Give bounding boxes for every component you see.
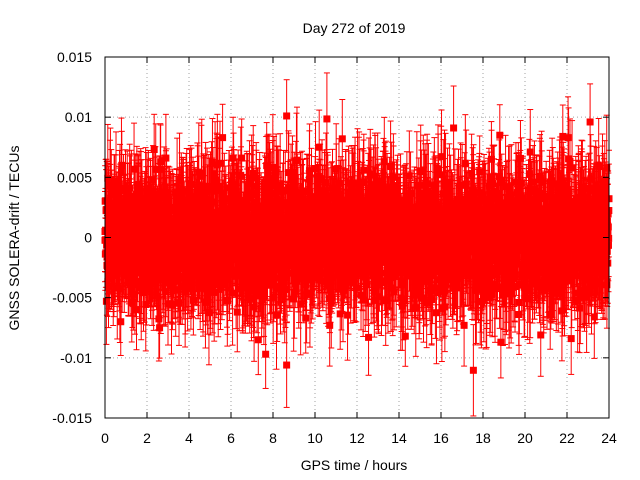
data-point [127, 192, 135, 200]
data-point [162, 288, 170, 296]
data-point [106, 176, 114, 184]
data-point [144, 261, 152, 269]
data-point [285, 184, 293, 192]
data-point [229, 289, 237, 297]
data-point [149, 176, 157, 184]
data-point [273, 311, 280, 319]
data-point [211, 273, 219, 281]
data-point [216, 159, 224, 167]
data-point [189, 296, 197, 304]
data-point [110, 261, 118, 269]
data-point [250, 203, 258, 211]
data-point [150, 145, 158, 153]
data-point [269, 163, 277, 171]
data-point [140, 274, 148, 282]
data-point [187, 180, 195, 188]
data-point [249, 169, 257, 177]
data-point [172, 286, 180, 294]
data-point [296, 193, 304, 201]
data-point [201, 298, 209, 306]
data-point [202, 188, 210, 196]
data-point [196, 284, 204, 292]
data-point [306, 167, 314, 175]
data-point [252, 273, 260, 281]
data-point [270, 175, 278, 183]
data-point [248, 189, 256, 197]
data-point [194, 184, 202, 192]
data-point [238, 154, 246, 162]
data-point [263, 162, 271, 170]
data-point [250, 303, 258, 311]
data-point [267, 281, 275, 289]
data-point [102, 297, 110, 305]
data-point [247, 294, 255, 302]
data-point [302, 314, 310, 322]
data-point [150, 275, 158, 283]
data-point [272, 168, 280, 176]
data-point [142, 300, 150, 308]
data-point [131, 275, 139, 283]
data-point [261, 281, 269, 289]
data-point [211, 170, 219, 178]
data-point [290, 295, 298, 303]
data-point [133, 181, 141, 189]
data-point [128, 299, 136, 307]
data-point [182, 199, 190, 207]
data-point [203, 182, 211, 190]
data-point [178, 208, 186, 216]
data-point [184, 284, 192, 292]
data-point [121, 187, 129, 195]
data-point [252, 191, 260, 199]
data-point [232, 271, 240, 279]
data-point [312, 165, 320, 173]
data-point [215, 269, 223, 277]
data-point [128, 281, 136, 289]
data-point [225, 261, 233, 269]
data-point [243, 283, 251, 291]
data-points [101, 72, 613, 417]
data-point [292, 188, 300, 196]
data-point [155, 315, 163, 323]
data-point [308, 194, 315, 202]
data-point [237, 199, 245, 207]
data-point [262, 184, 270, 192]
